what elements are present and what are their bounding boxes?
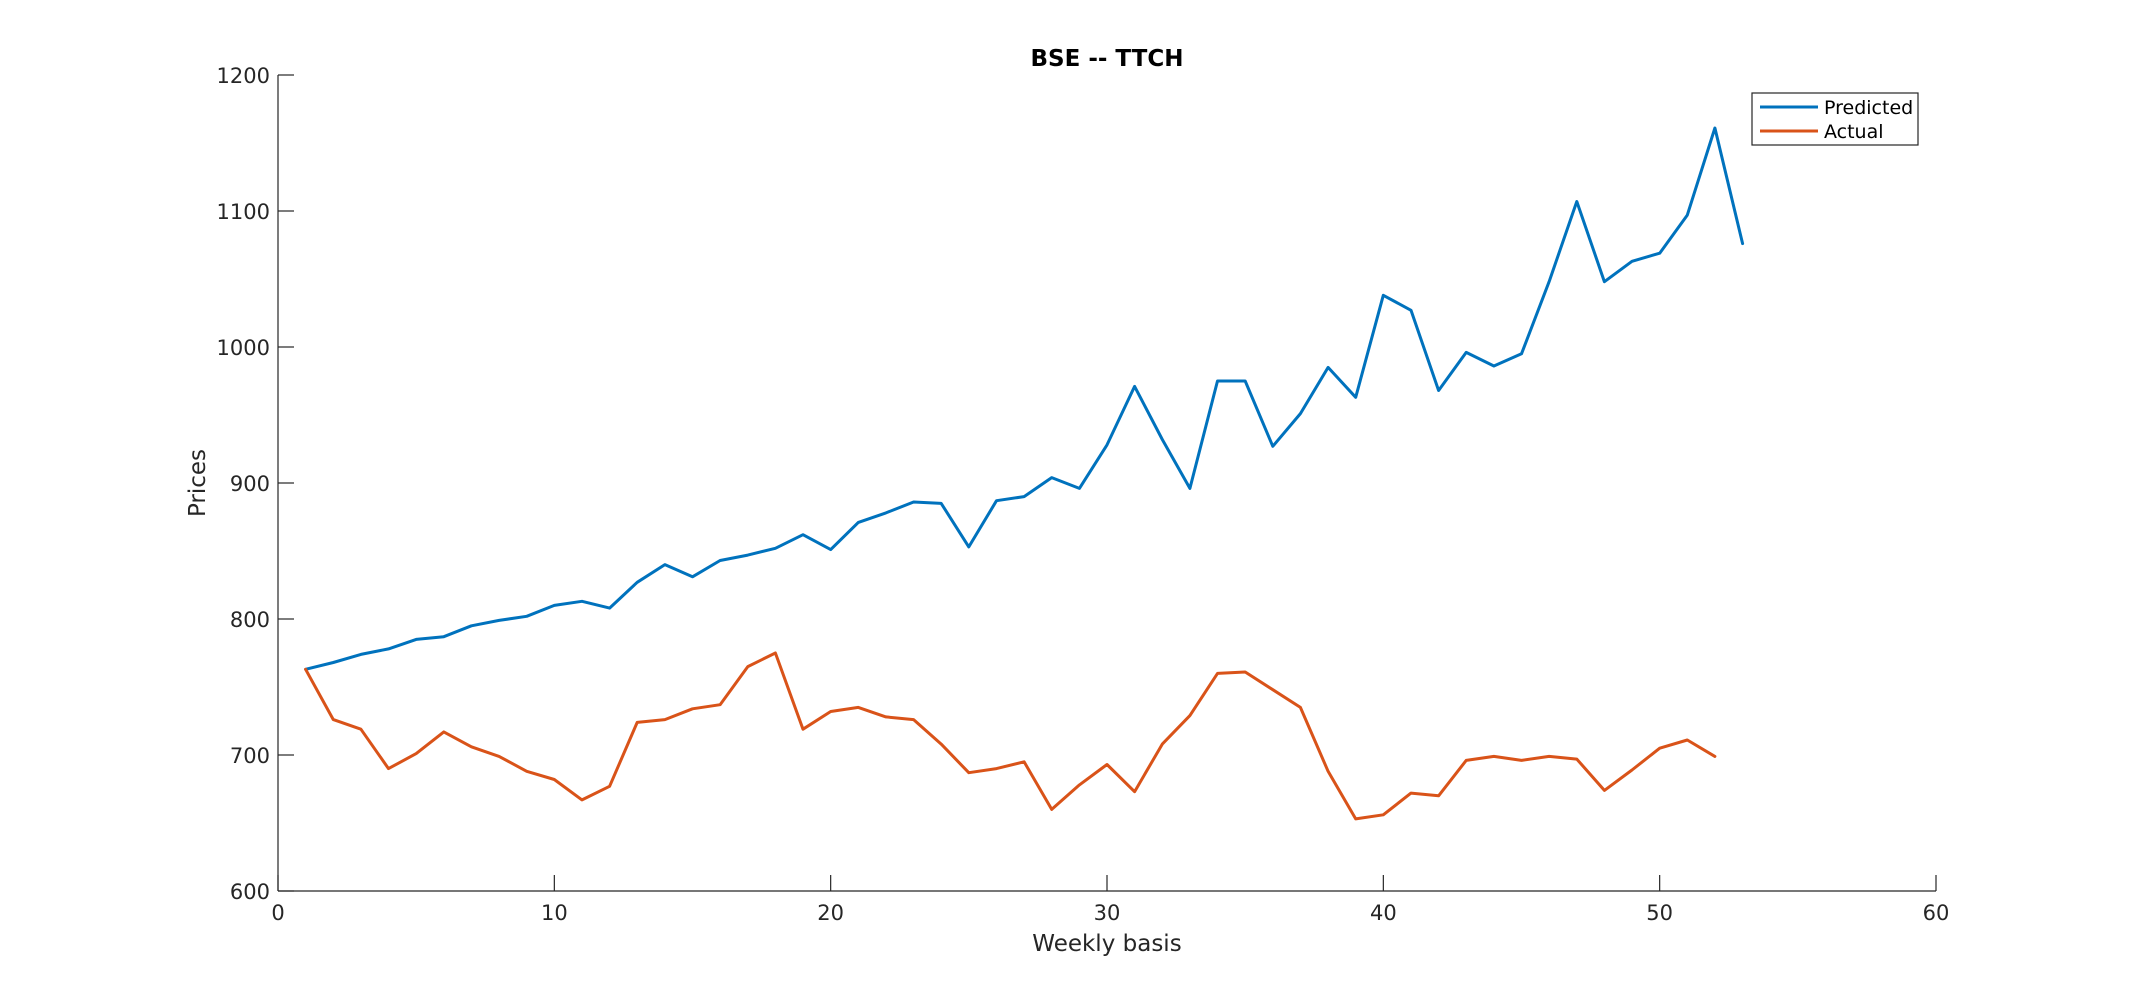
legend-label-actual: Actual xyxy=(1824,121,1884,143)
y-tick-label: 1100 xyxy=(217,200,270,224)
x-tick-label: 20 xyxy=(817,901,844,925)
legend-box xyxy=(1751,92,1919,146)
y-axis-label: Prices xyxy=(185,449,211,517)
x-tick-label: 50 xyxy=(1646,901,1673,925)
y-tick-label: 600 xyxy=(230,880,270,904)
x-tick-label: 0 xyxy=(271,901,284,925)
y-tick-label: 800 xyxy=(230,608,270,632)
x-axis-label: Weekly basis xyxy=(1032,931,1181,957)
chart-title: BSE -- TTCH xyxy=(1031,46,1184,72)
x-tick-label: 60 xyxy=(1923,901,1950,925)
x-tick-label: 30 xyxy=(1094,901,1121,925)
legend-label-predicted: Predicted xyxy=(1824,97,1913,119)
y-tick-label: 1000 xyxy=(217,336,270,360)
y-tick-label: 700 xyxy=(230,744,270,768)
x-tick-label: 10 xyxy=(541,901,568,925)
y-tick-label: 900 xyxy=(230,472,270,496)
y-tick-label: 1200 xyxy=(217,64,270,88)
series-line-predicted xyxy=(304,126,1745,671)
series-layer xyxy=(304,126,1745,821)
x-tick-label: 40 xyxy=(1370,901,1397,925)
series-line-actual xyxy=(304,651,1717,821)
axes: 0 10 20 30 40 50 60 600 700 800 900 1000 1100 1200 xyxy=(217,64,1950,925)
